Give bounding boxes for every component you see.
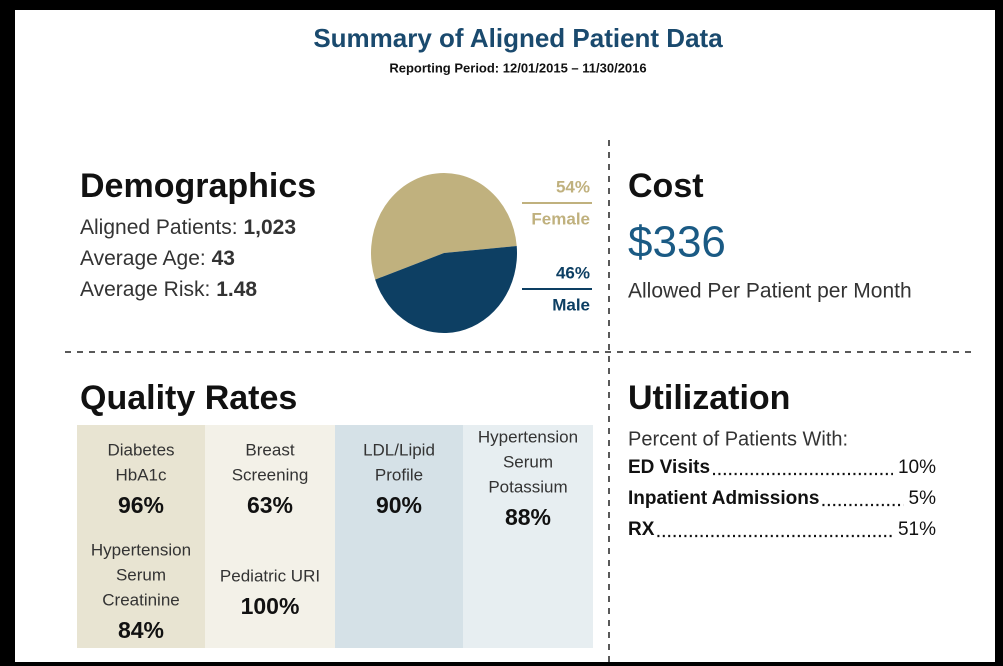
stat-label: Aligned Patients:: [80, 216, 238, 239]
pie-slice: [375, 246, 517, 334]
col-bg: [205, 425, 335, 648]
stat-label: Average Risk:: [80, 278, 210, 301]
measure-name: Serum: [503, 452, 553, 471]
pie-value-label: 54%: [556, 177, 590, 196]
util-label: Inpatient Admissions: [628, 488, 819, 509]
util-value: 10%: [898, 457, 936, 478]
heading: Utilization: [628, 379, 790, 417]
measure-rate: 96%: [118, 492, 164, 518]
measure-rate: 63%: [247, 492, 293, 518]
measure-name: Potassium: [488, 477, 567, 496]
cost-value: $336: [628, 218, 726, 267]
util-value: 5%: [909, 488, 937, 509]
measure-rate: 88%: [505, 504, 551, 530]
subtitle: Reporting Period: 12/01/2015 – 11/30/201…: [389, 60, 646, 75]
legend-label: Female: [531, 209, 590, 228]
stat-value: 1,023: [243, 216, 296, 239]
stat-value: 1.48: [216, 278, 257, 301]
util-label: ED Visits: [628, 457, 710, 478]
measure-name: Screening: [232, 465, 309, 484]
measure-name: Breast: [245, 440, 294, 459]
heading: Demographics: [80, 167, 316, 205]
util-value: 51%: [898, 519, 936, 540]
measure-name: Serum: [116, 565, 166, 584]
measure-name: HbA1c: [115, 465, 167, 484]
legend-label: Male: [552, 295, 590, 314]
cost-caption: Allowed Per Patient per Month: [628, 280, 912, 303]
measure-rate: 100%: [241, 593, 300, 619]
util-intro: Percent of Patients With:: [628, 428, 848, 450]
pie-value-label: 46%: [556, 263, 590, 282]
col-bg: [335, 425, 463, 648]
stat-label: Average Age:: [80, 247, 206, 270]
measure-name: Hypertension: [478, 427, 578, 446]
heading: Cost: [628, 167, 704, 205]
measure-name: Profile: [375, 465, 423, 484]
stat: Average Age: 43: [80, 247, 235, 270]
stat: Average Risk: 1.48: [80, 278, 257, 301]
pie-slice: [371, 173, 517, 280]
col-bg: [77, 425, 205, 648]
col-bg: [463, 425, 593, 648]
measure-rate: 90%: [376, 492, 422, 518]
measure-rate: 84%: [118, 617, 164, 643]
measure-name: Creatinine: [102, 590, 180, 609]
measure-name: Diabetes: [107, 440, 174, 459]
measure-name: Pediatric URI: [220, 566, 320, 585]
measure-name: LDL/Lipid: [363, 440, 435, 459]
util-label: RX: [628, 519, 655, 540]
heading: Quality Rates: [80, 379, 297, 417]
title: Summary of Aligned Patient Data: [313, 23, 723, 53]
measure-name: Hypertension: [91, 540, 191, 559]
stat-value: 43: [212, 247, 235, 270]
stat: Aligned Patients: 1,023: [80, 216, 296, 239]
